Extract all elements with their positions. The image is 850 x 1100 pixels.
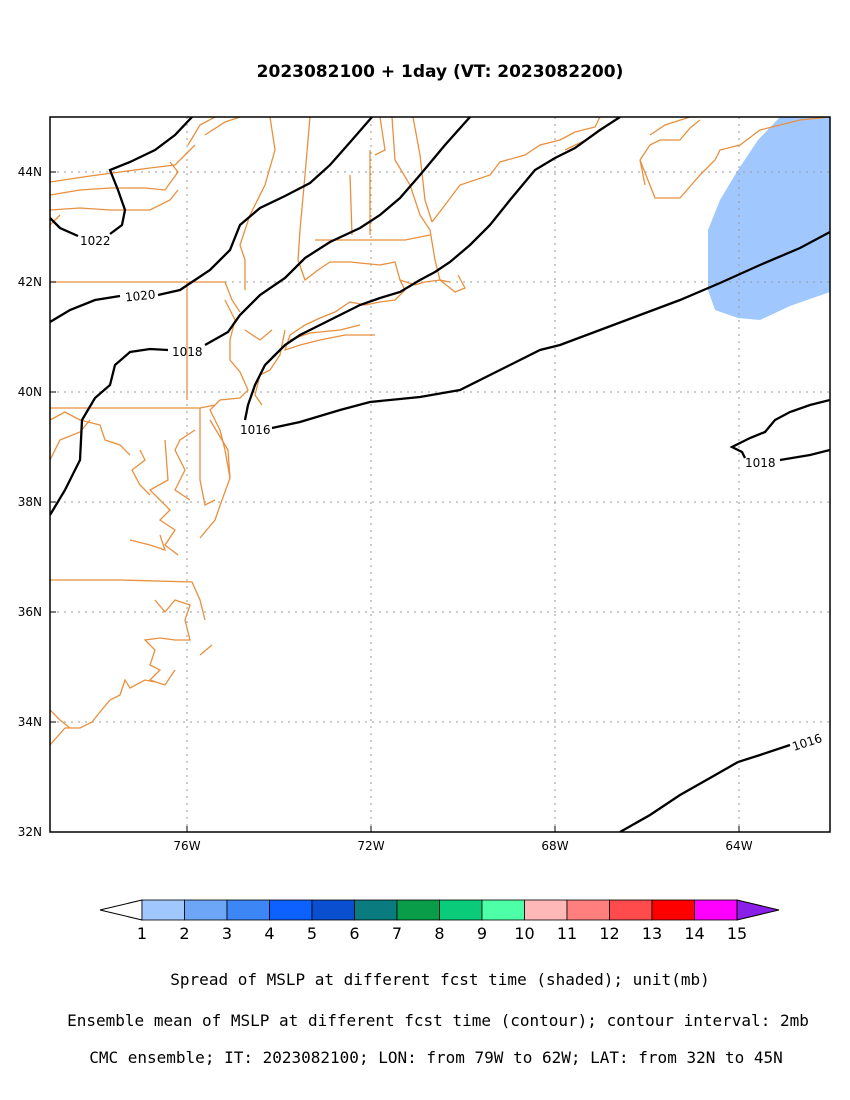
y-tick-label: 36N xyxy=(18,605,42,619)
colorbar-label: 5 xyxy=(307,924,317,943)
colorbar-label: 6 xyxy=(349,924,359,943)
caption-contour: Ensemble mean of MSLP at different fcst … xyxy=(67,1011,809,1030)
colorbar-swatch xyxy=(141,899,185,921)
colorbar-label: 7 xyxy=(392,924,402,943)
colorbar-swatch xyxy=(651,899,695,921)
colorbar-under-triangle xyxy=(99,899,143,921)
contour-label-1022: 1022 xyxy=(80,234,111,248)
y-tick-label: 32N xyxy=(18,825,42,839)
caption-shading: Spread of MSLP at different fcst time (s… xyxy=(170,970,709,989)
colorbar-swatch xyxy=(184,899,228,921)
map-frame xyxy=(49,116,831,833)
y-tick-label: 38N xyxy=(18,495,42,509)
map-background xyxy=(50,117,830,832)
colorbar-swatch xyxy=(311,899,355,921)
colorbar-label: 4 xyxy=(264,924,274,943)
map-plot: 1022 1020 1018 1016 1018 1016 76W xyxy=(18,116,831,853)
contour-1022 xyxy=(50,217,79,238)
contour-1018-east xyxy=(729,398,830,459)
y-tick-labels: 44N 42N 40N 38N 36N 34N 32N xyxy=(18,165,42,839)
colorbar-label: 14 xyxy=(684,924,704,943)
colorbar-label: 2 xyxy=(179,924,189,943)
contour-label-1020: 1020 xyxy=(124,287,156,304)
graticule xyxy=(50,117,830,832)
colorbar-label: 15 xyxy=(727,924,747,943)
caption-ensemble-info: CMC ensemble; IT: 2023082100; LON: from … xyxy=(89,1048,783,1067)
axis-ticks xyxy=(50,171,740,832)
colorbar-label: 12 xyxy=(599,924,619,943)
colorbar-swatch xyxy=(354,899,398,921)
contour-1018 xyxy=(50,117,471,516)
colorbar-swatch xyxy=(609,899,653,921)
colorbar-label: 1 xyxy=(137,924,147,943)
colorbar-swatch xyxy=(396,899,440,921)
colorbar-label: 13 xyxy=(642,924,662,943)
x-tick-label: 72W xyxy=(357,839,384,853)
contour-1018-east-tail xyxy=(779,448,830,462)
coastlines-and-borders xyxy=(50,117,830,746)
colorbar-swatch xyxy=(481,899,525,921)
contour-1016-southeast xyxy=(619,743,791,832)
colorbar-swatch xyxy=(566,899,610,921)
contour-label-1016: 1016 xyxy=(240,423,271,437)
x-tick-label: 68W xyxy=(541,839,568,853)
colorbar-label: 3 xyxy=(222,924,232,943)
colorbar-label: 11 xyxy=(557,924,577,943)
contour-label-1018: 1018 xyxy=(172,345,203,359)
chart-title: 2023082100 + 1day (VT: 2023082200) xyxy=(257,62,624,82)
colorbar-swatch xyxy=(269,899,313,921)
contour-1016-south xyxy=(271,230,830,430)
colorbar-label: 8 xyxy=(434,924,444,943)
colorbar-swatch xyxy=(694,899,738,921)
colorbar-swatch xyxy=(524,899,568,921)
colorbar-swatch xyxy=(439,899,483,921)
x-tick-label: 64W xyxy=(725,839,752,853)
contour-1020 xyxy=(50,117,373,323)
colorbar-label: 9 xyxy=(477,924,487,943)
y-tick-label: 34N xyxy=(18,715,42,729)
colorbar-over-triangle xyxy=(736,899,780,921)
spread-shaded-region xyxy=(708,117,830,320)
colorbar-label: 10 xyxy=(514,924,534,943)
x-tick-label: 76W xyxy=(173,839,200,853)
contour-label-1018-east: 1018 xyxy=(745,456,776,470)
colorbar-swatch xyxy=(226,899,270,921)
contour-1016 xyxy=(243,117,621,421)
y-tick-label: 44N xyxy=(18,165,42,179)
x-tick-labels: 76W 72W 68W 64W xyxy=(173,839,752,853)
contour-lines xyxy=(50,117,830,832)
y-tick-label: 40N xyxy=(18,385,42,399)
y-tick-label: 42N xyxy=(18,275,42,289)
contour-1022-north xyxy=(108,117,193,235)
colorbar: 1 2 3 4 5 6 7 8 9 10 11 12 13 14 15 xyxy=(99,899,780,943)
